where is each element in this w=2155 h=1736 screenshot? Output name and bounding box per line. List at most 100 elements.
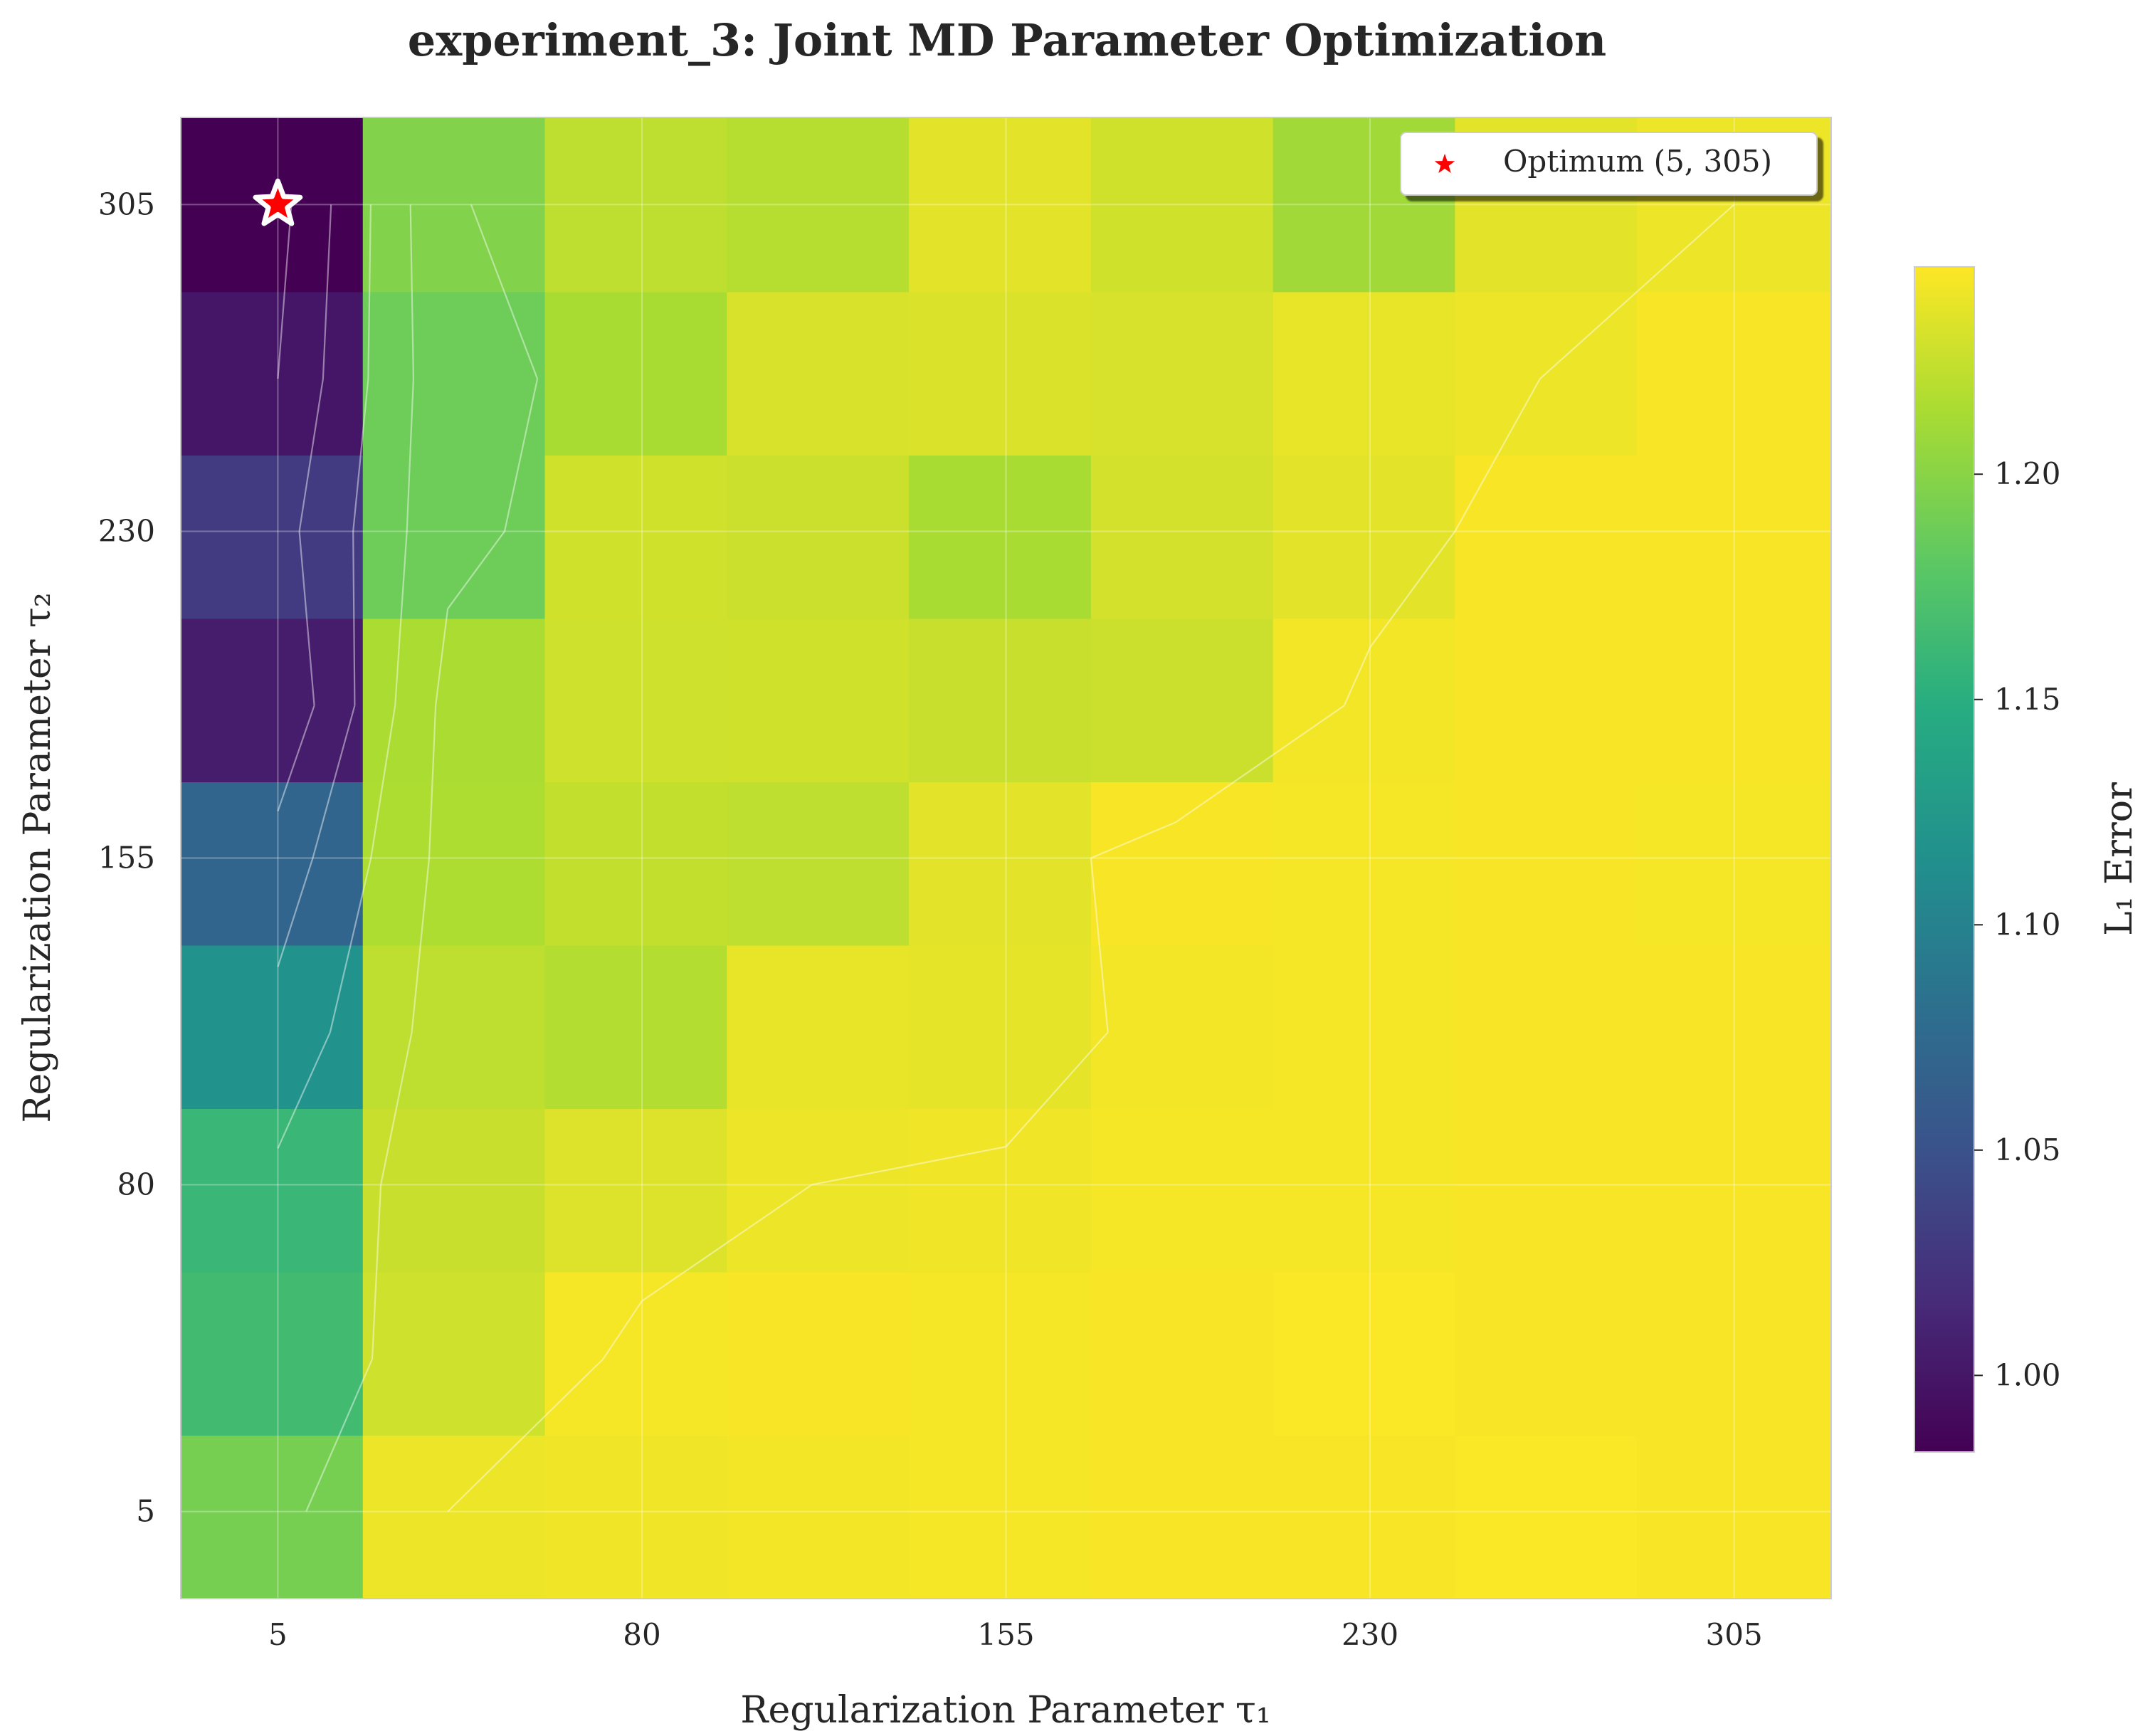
colorbar: 1.00 1.05 1.10 1.15 1.20 L₁ Error	[1914, 266, 2141, 1453]
chart-title: experiment_3: Joint MD Parameter Optimiz…	[408, 14, 1606, 66]
heatmap-cell	[1637, 291, 1832, 456]
legend-star-icon	[1434, 154, 1455, 174]
heatmap-cell	[544, 782, 727, 946]
x-tick-label: 230	[1342, 1617, 1398, 1652]
colorbar-tick-label: 1.15	[1994, 682, 2061, 717]
y-tick-label: 155	[98, 841, 155, 875]
heatmap-cell	[1637, 782, 1832, 946]
colorbar-tick-label: 1.05	[1994, 1132, 2061, 1167]
heatmap-cell	[1090, 291, 1274, 456]
y-axis-label: Regularization Parameter τ₂	[16, 592, 59, 1122]
heatmap-cell	[1455, 1271, 1638, 1436]
heatmap-cell	[909, 1435, 1092, 1599]
x-axis-label: Regularization Parameter τ₁	[740, 1689, 1270, 1732]
y-tick-label: 230	[98, 513, 155, 548]
colorbar-ticks: 1.00 1.05 1.10 1.15 1.20	[1974, 456, 2061, 1392]
heatmap-cell	[362, 291, 546, 456]
heatmap-cell	[727, 945, 910, 1110]
heatmap-cell	[544, 1108, 727, 1273]
heatmap-cell	[1455, 1435, 1638, 1599]
x-axis-ticks: 5 80 155 230 305	[268, 1617, 1763, 1652]
heatmap-cell	[544, 618, 727, 782]
heatmap-cell	[1455, 1108, 1638, 1273]
heatmap-cell	[181, 1435, 364, 1599]
heatmap-cell	[1273, 455, 1456, 619]
heatmap-cell	[909, 945, 1092, 1110]
heatmap-cell	[909, 618, 1092, 782]
heatmap-cell	[727, 1108, 910, 1273]
heatmap-cell	[544, 291, 727, 456]
heatmap-cell	[727, 618, 910, 782]
heatmap-cell	[1455, 455, 1638, 619]
heatmap-cell	[909, 1108, 1092, 1273]
heatmap-cell	[1637, 945, 1832, 1110]
heatmap-cell	[1455, 945, 1638, 1110]
heatmap-cell	[727, 291, 910, 456]
x-tick-label: 155	[977, 1617, 1034, 1652]
colorbar-tick-label: 1.00	[1994, 1357, 2061, 1392]
heatmap-cell	[1637, 618, 1832, 782]
heatmap-cell	[544, 455, 727, 619]
x-tick-label: 305	[1706, 1617, 1763, 1652]
heatmap-cell	[1273, 1271, 1456, 1436]
heatmap-cell	[727, 1271, 910, 1436]
colorbar-gradient	[1914, 266, 1975, 1453]
contour-line	[277, 204, 372, 967]
heatmap-cell	[1637, 1271, 1832, 1436]
contour-line	[305, 204, 539, 1513]
heatmap-cell	[727, 117, 910, 293]
heatmap-cell	[362, 1271, 546, 1436]
heatmap-cell	[1090, 455, 1274, 619]
heatmap-cell	[1090, 945, 1274, 1110]
heatmap-cell	[362, 1108, 546, 1273]
heatmap-cell	[1090, 1435, 1274, 1599]
contour-line	[277, 204, 332, 811]
colorbar-tick-label: 1.10	[1994, 907, 2061, 942]
optimum-star-icon	[253, 178, 303, 226]
colorbar-tick-label: 1.20	[1994, 456, 2061, 491]
heatmap-cell	[727, 455, 910, 619]
heatmap-cell	[1273, 1108, 1456, 1273]
heatmap-cell	[1455, 291, 1638, 456]
heatmap-cell	[181, 1271, 364, 1436]
contour-lines	[277, 204, 1735, 1513]
contour-line	[447, 204, 1735, 1513]
heatmap-cell	[544, 117, 727, 293]
heatmap-cell	[1273, 1435, 1456, 1599]
heatmap-cell	[909, 455, 1092, 619]
plot-frame	[180, 117, 1832, 1599]
x-tick-label: 5	[268, 1617, 288, 1652]
heatmap-cell	[1090, 1108, 1274, 1273]
heatmap-cell	[1637, 455, 1832, 619]
heatmap-cell	[544, 1435, 727, 1599]
grid-lines	[181, 117, 1831, 1599]
heatmap-cell	[362, 618, 546, 782]
heatmap-cell	[1637, 1108, 1832, 1273]
heatmap-cell	[544, 1271, 727, 1436]
heatmap-cell	[909, 117, 1092, 293]
heatmap-cell	[1637, 1435, 1832, 1599]
heatmap-cells	[181, 117, 1832, 1599]
heatmap-cell	[1455, 782, 1638, 946]
y-tick-label: 80	[117, 1167, 155, 1202]
heatmap-cell	[1090, 1271, 1274, 1436]
heatmap-cell	[727, 1435, 910, 1599]
y-axis-ticks: 5 80 155 230 305	[98, 186, 155, 1528]
heatmap-cell	[727, 782, 910, 946]
heatmap-cell	[181, 291, 364, 456]
x-tick-label: 80	[623, 1617, 660, 1652]
contour-line	[277, 204, 414, 1149]
legend-box	[1400, 132, 1818, 196]
heatmap-cell	[362, 782, 546, 946]
heatmap-cell	[181, 945, 364, 1110]
legend-label: Optimum (5, 305)	[1503, 144, 1772, 179]
heatmap-cell	[1273, 618, 1456, 782]
heatmap-cell	[1273, 291, 1456, 456]
y-tick-label: 305	[98, 186, 155, 221]
heatmap-cell	[181, 1108, 364, 1273]
heatmap-cell	[909, 291, 1092, 456]
heatmap-cell	[909, 1271, 1092, 1436]
y-tick-label: 5	[136, 1494, 155, 1529]
